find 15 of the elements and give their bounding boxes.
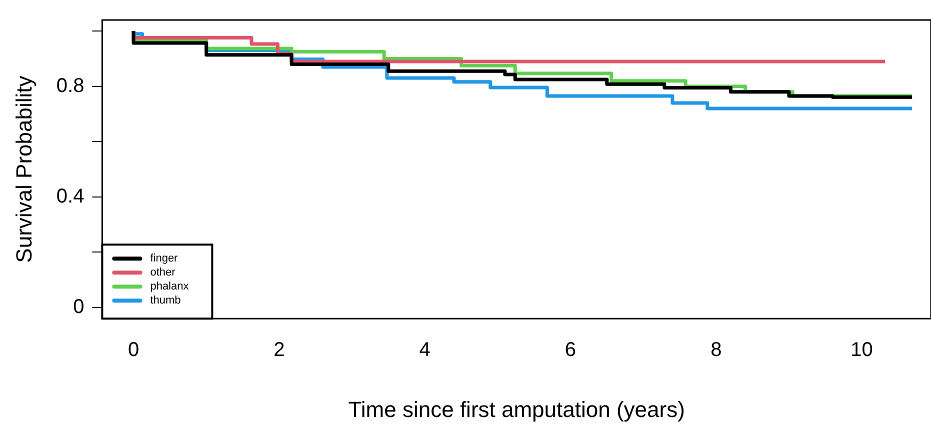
- y-tick-label: 0.8: [56, 74, 84, 97]
- legend-label: thumb: [150, 294, 181, 307]
- legend-label: other: [150, 266, 176, 279]
- x-tick-label: 6: [564, 339, 576, 362]
- legend-label: phalanx: [150, 280, 190, 293]
- y-tick-label: 0: [73, 296, 84, 318]
- legend-label: finger: [150, 252, 178, 265]
- x-tick-label: 10: [850, 339, 873, 362]
- x-tick-label: 4: [419, 339, 430, 362]
- y-tick-label: 0.4: [56, 185, 84, 208]
- x-axis-title: Time since first amputation (years): [348, 396, 685, 422]
- x-tick-label: 0: [128, 339, 140, 362]
- x-tick-label: 8: [710, 339, 722, 362]
- x-tick-label: 2: [274, 339, 285, 362]
- y-axis-title: Survival Probability: [11, 76, 36, 263]
